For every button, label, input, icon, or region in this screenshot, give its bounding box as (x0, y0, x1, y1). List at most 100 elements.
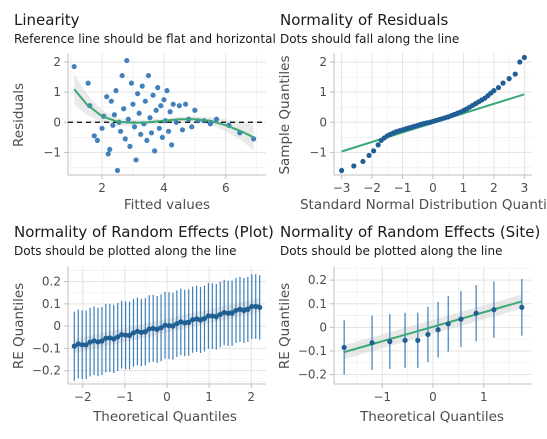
data-point (119, 72, 125, 79)
x-tick-label: 6 (222, 181, 230, 195)
panel-linearity: Linearity Reference line should be flat … (11, 11, 276, 213)
data-point (201, 315, 208, 322)
data-point (105, 151, 111, 157)
x-tick-label: 1 (460, 181, 468, 195)
data-point (152, 148, 158, 154)
data-point (521, 54, 527, 61)
data-point (375, 142, 381, 148)
data-point (110, 122, 116, 128)
data-point (104, 94, 110, 100)
data-point (146, 326, 152, 332)
x-tick-label: 1 (480, 390, 488, 404)
x-axis-label: Standard Normal Distribution Quantiles (300, 197, 547, 213)
y-tick-label: 0.1 (308, 297, 327, 311)
data-point (139, 83, 145, 89)
data-point (491, 307, 497, 313)
y-tick-label: 2 (319, 55, 327, 69)
data-point (182, 320, 188, 326)
data-point (170, 101, 176, 107)
data-point (178, 319, 184, 325)
y-tick-label: −1 (43, 145, 61, 159)
data-point (128, 80, 135, 86)
x-axis-label: Theoretical Quantiles (92, 409, 237, 425)
x-tick-label: 2 (490, 181, 498, 195)
data-point (473, 310, 479, 316)
data-point (156, 125, 162, 131)
x-tick-label: −3 (333, 181, 351, 195)
data-point (75, 341, 81, 347)
y-tick-label: −0.1 (298, 344, 327, 358)
y-tick-label: 0 (319, 115, 327, 129)
x-tick-label: −1 (116, 390, 134, 404)
data-point (95, 339, 101, 345)
data-point (207, 121, 213, 127)
x-tick-label: −2 (74, 390, 92, 404)
data-point (142, 329, 148, 335)
data-point (153, 107, 159, 113)
data-point (158, 103, 164, 109)
data-point (147, 115, 153, 121)
data-point (94, 137, 100, 143)
data-point (159, 134, 165, 140)
data-point (83, 342, 89, 348)
data-point (369, 340, 375, 346)
x-tick-label: 2 (247, 390, 255, 404)
data-point (130, 330, 137, 336)
data-point (179, 127, 186, 133)
data-point (182, 101, 189, 107)
data-point (491, 88, 497, 94)
x-tick-label: 2 (98, 181, 106, 195)
data-point (124, 57, 130, 64)
x-tick-label: 1 (205, 390, 213, 404)
data-point (111, 112, 118, 118)
y-tick-label: 1 (319, 85, 327, 99)
data-point (125, 116, 131, 122)
x-tick-label: 0 (429, 181, 437, 195)
data-point (114, 167, 121, 174)
y-tick-label: 0.1 (42, 297, 61, 311)
x-axis-label: Theoretical Quantiles (359, 409, 504, 425)
data-point (154, 326, 160, 333)
y-axis-label: RE Quantiles (277, 283, 293, 369)
plot-area: −1 0 1 −0.2 −0.1 0 0.1 0.2 (298, 266, 532, 404)
data-point (142, 98, 148, 104)
data-point (131, 124, 138, 130)
data-point (71, 343, 77, 349)
data-point (162, 322, 168, 328)
data-point (197, 317, 204, 323)
data-point (122, 332, 129, 338)
data-point (176, 103, 182, 109)
x-tick-label: −1 (373, 390, 391, 404)
data-point (193, 316, 200, 322)
data-point (107, 146, 113, 152)
data-point (91, 133, 97, 139)
data-point (91, 338, 97, 344)
plot-area: −3 −2 −1 0 1 2 3 −1 0 1 2 (309, 53, 532, 195)
data-point (119, 331, 125, 338)
y-tick-label: 0 (53, 319, 61, 333)
panel-title: Normality of Residuals (280, 11, 449, 29)
data-point (213, 314, 219, 320)
data-point (517, 59, 523, 65)
data-point (500, 80, 506, 86)
data-point (164, 88, 170, 94)
y-tick-label: −0.2 (298, 368, 327, 382)
data-point (249, 303, 255, 310)
x-tick-label: −2 (363, 181, 381, 195)
data-point (117, 128, 124, 134)
y-axis-label: Residuals (11, 83, 27, 147)
data-point (189, 124, 195, 130)
data-point (506, 76, 512, 82)
panel-subtitle: Dots should be plotted along the line (280, 244, 503, 258)
data-point (209, 313, 215, 319)
data-point (512, 71, 518, 77)
data-point (458, 316, 464, 322)
data-point (150, 325, 156, 331)
data-point (435, 327, 441, 333)
data-point (130, 101, 136, 107)
data-point (85, 80, 91, 86)
data-point (145, 72, 152, 79)
data-point (237, 306, 243, 312)
data-point (341, 344, 347, 351)
